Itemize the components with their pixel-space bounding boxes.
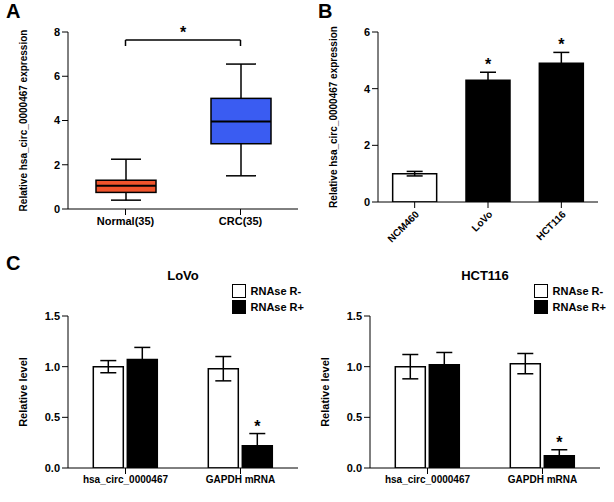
svg-text:Relative level: Relative level — [17, 357, 29, 427]
svg-text:0.5: 0.5 — [347, 411, 362, 423]
svg-text:1.0: 1.0 — [45, 361, 60, 373]
svg-text:*: * — [254, 418, 261, 435]
html-text:RNAse R-: RNAse R- — [552, 285, 604, 297]
svg-text:LoVo: LoVo — [469, 209, 494, 234]
svg-text:NCM460: NCM460 — [385, 208, 421, 244]
svg-text:0: 0 — [54, 203, 60, 215]
svg-text:2: 2 — [364, 139, 370, 151]
svg-text:CRC(35): CRC(35) — [219, 215, 263, 227]
svg-text:*: * — [556, 434, 563, 451]
svg-text:0.0: 0.0 — [45, 462, 60, 474]
svg-text:1.5: 1.5 — [45, 310, 60, 322]
svg-text:6: 6 — [364, 26, 370, 38]
svg-text:hsa_circ_0000467: hsa_circ_0000467 — [83, 474, 169, 485]
html-text:A: A — [6, 0, 21, 22]
html-text:C: C — [6, 252, 21, 274]
svg-text:Relative hsa_circ_0000467 expr: Relative hsa_circ_0000467 expression — [328, 26, 339, 208]
svg-text:4: 4 — [54, 114, 61, 126]
html-text:B: B — [318, 0, 333, 22]
svg-text:GAPDH mRNA: GAPDH mRNA — [206, 474, 275, 485]
svg-text:Relative hsa_circ_0000467 expr: Relative hsa_circ_0000467 expression — [18, 30, 29, 212]
svg-text:0.0: 0.0 — [347, 462, 362, 474]
html-text:LoVo: LoVo — [167, 268, 199, 283]
svg-text:4: 4 — [364, 83, 371, 95]
svg-text:*: * — [180, 24, 187, 41]
html-text:RNAse R-: RNAse R- — [250, 285, 302, 297]
html-text:RNAse R+: RNAse R+ — [552, 301, 606, 313]
html-text:HCT116: HCT116 — [461, 268, 509, 283]
svg-text:2: 2 — [54, 159, 60, 171]
svg-text:*: * — [558, 36, 565, 53]
svg-text:1.5: 1.5 — [347, 310, 362, 322]
svg-text:6: 6 — [54, 70, 60, 82]
svg-text:1.0: 1.0 — [347, 361, 362, 373]
svg-text:0: 0 — [364, 196, 370, 208]
svg-text:8: 8 — [54, 26, 60, 38]
svg-text:*: * — [485, 56, 492, 73]
svg-text:hsa_circ_0000467: hsa_circ_0000467 — [385, 474, 471, 485]
svg-text:Relative level: Relative level — [319, 357, 331, 427]
svg-text:Normal(35): Normal(35) — [97, 215, 155, 227]
svg-text:GAPDH mRNA: GAPDH mRNA — [508, 474, 577, 485]
svg-text:0.5: 0.5 — [45, 411, 60, 423]
svg-text:HCT116: HCT116 — [534, 208, 568, 242]
html-text:RNAse R+: RNAse R+ — [250, 301, 304, 313]
